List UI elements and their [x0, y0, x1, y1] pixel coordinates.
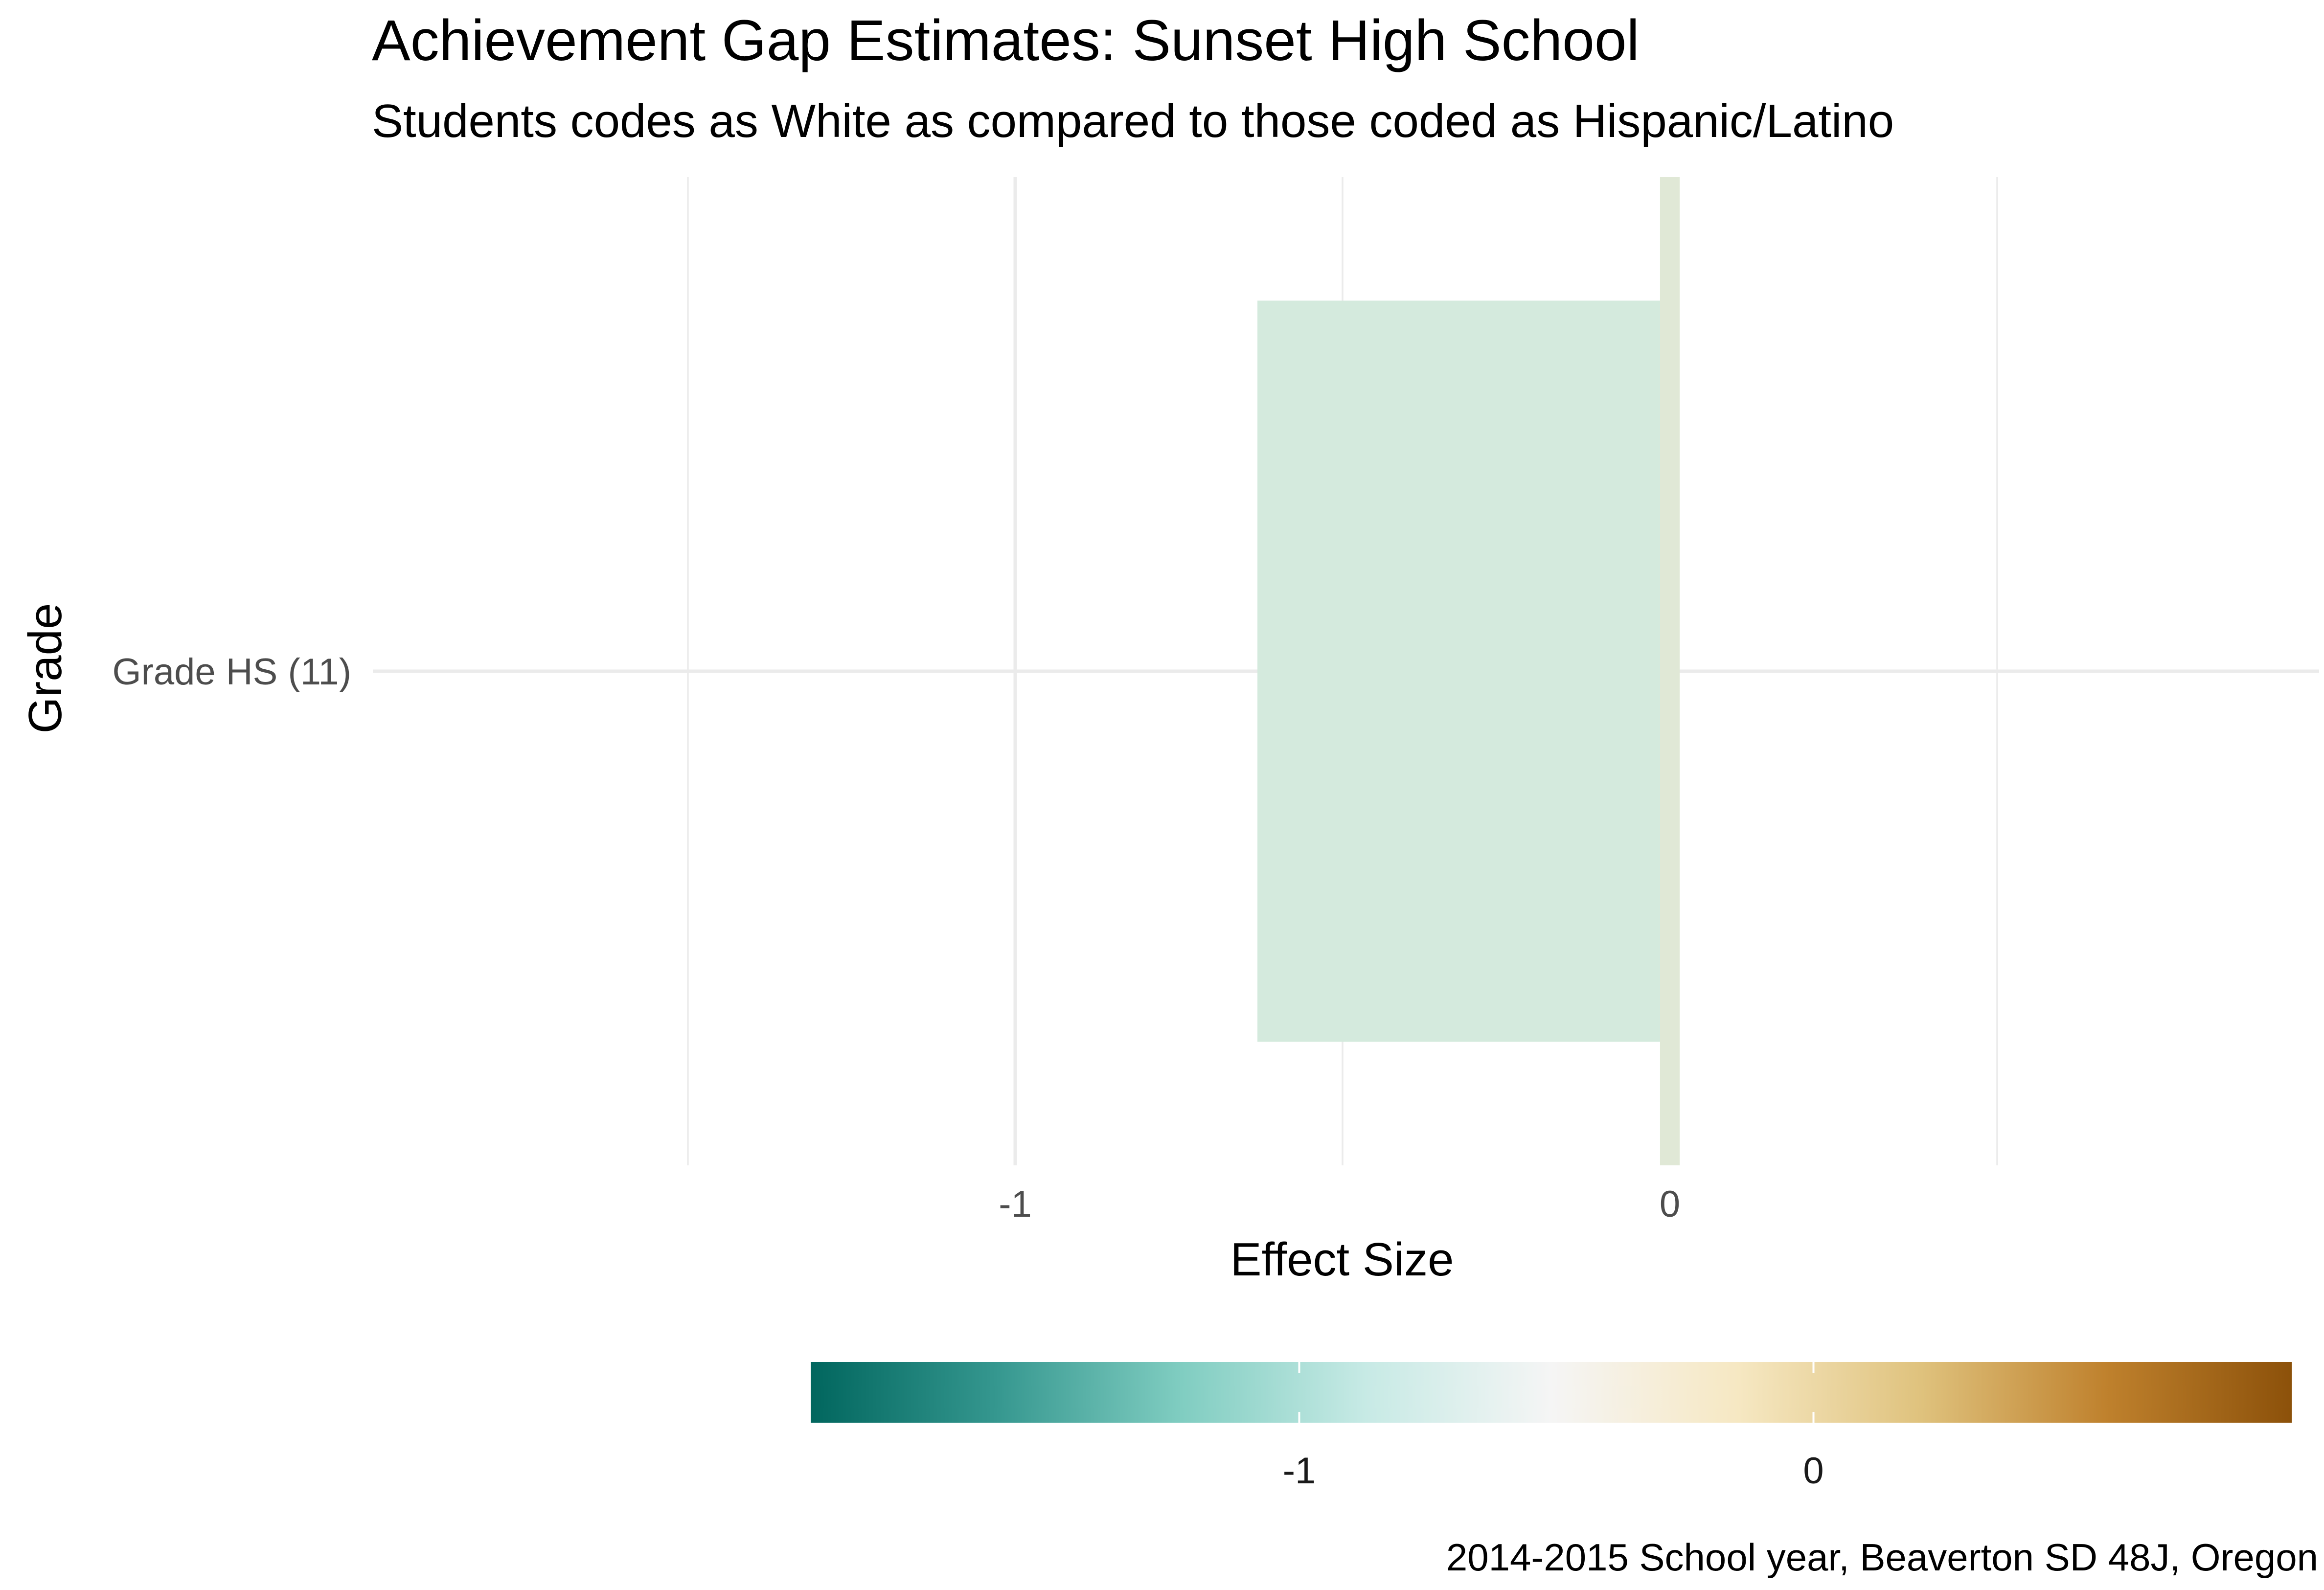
y-axis-label: Grade: [19, 603, 71, 734]
colorbar-tick-label: -1: [1283, 1450, 1316, 1492]
y-axis-tick-labels: Grade HS (11): [112, 651, 351, 693]
colorbar: [811, 1362, 2292, 1423]
bars: [1257, 177, 1680, 1165]
x-axis-tick-labels: -1 0: [999, 1183, 1680, 1225]
y-tick-label: Grade HS (11): [112, 651, 351, 693]
color-legend: -1 0: [811, 1362, 2292, 1492]
zero-reference-bar: [1660, 177, 1680, 1165]
x-tick-label: -1: [999, 1183, 1032, 1225]
colorbar-tick-label: 0: [1803, 1450, 1823, 1492]
x-tick-label: 0: [1660, 1183, 1680, 1225]
chart-subtitle: Students codes as White as compared to t…: [372, 95, 1894, 147]
chart-caption: 2014-2015 School year, Beaverton SD 48J,…: [1446, 1536, 2318, 1579]
colorbar-ticks: -1 0: [1283, 1362, 1824, 1492]
x-axis-label: Effect Size: [1230, 1233, 1454, 1286]
chart-title: Achievement Gap Estimates: Sunset High S…: [372, 8, 1640, 73]
bar: [1257, 300, 1670, 1042]
